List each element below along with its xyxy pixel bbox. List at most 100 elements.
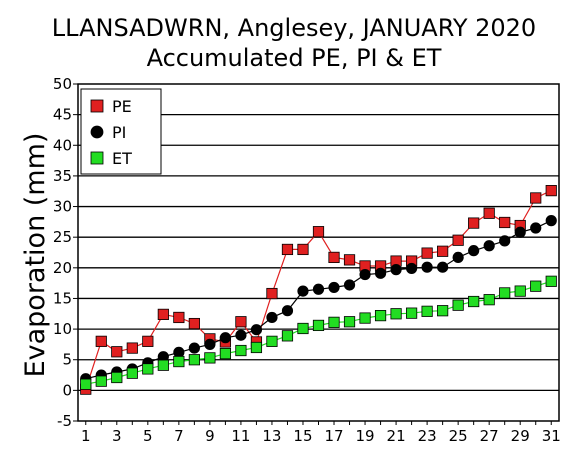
data-point (437, 245, 449, 257)
data-point (204, 338, 216, 351)
data-point (390, 264, 402, 276)
data-point (235, 316, 247, 328)
data-point (437, 261, 449, 273)
data-point (499, 216, 511, 229)
data-point (530, 222, 542, 234)
y-tick-label: 0 (62, 381, 72, 399)
y-tick-label: -5 (57, 412, 72, 430)
data-point (95, 375, 107, 387)
x-tick-label: 19 (356, 427, 375, 445)
data-point (111, 346, 123, 358)
series-et (80, 275, 557, 390)
x-tick-label: 23 (418, 427, 437, 445)
data-point (452, 234, 464, 246)
data-point (235, 344, 247, 357)
data-point (95, 335, 107, 347)
x-tick-label: 29 (511, 427, 530, 445)
x-tick-label: 27 (480, 427, 499, 445)
data-point (126, 342, 138, 354)
x-tick-label: 7 (174, 427, 184, 445)
data-point (499, 287, 511, 299)
data-point (545, 275, 557, 287)
x-tick-label: 17 (324, 427, 343, 445)
y-tick-label: 35 (53, 167, 72, 185)
x-tick-label: 15 (293, 427, 312, 445)
data-point (266, 311, 278, 324)
data-point (266, 335, 278, 347)
y-tick-label: 30 (53, 198, 72, 216)
data-point (499, 235, 511, 247)
y-tick-label: 50 (53, 75, 72, 93)
data-point (312, 319, 325, 332)
y-tick-label: 10 (53, 320, 72, 338)
data-point (514, 226, 526, 238)
data-point (421, 247, 433, 259)
data-point (405, 307, 418, 319)
data-point (390, 308, 402, 320)
x-tick-label: 25 (449, 427, 468, 445)
data-point (204, 352, 216, 364)
data-point (530, 192, 542, 204)
data-point (157, 308, 169, 320)
data-point (452, 251, 464, 264)
data-point (111, 371, 123, 384)
data-point (250, 341, 263, 354)
data-point (297, 285, 309, 297)
data-point (530, 280, 542, 292)
legend-marker (90, 151, 104, 165)
legend-label: ET (112, 149, 132, 168)
data-point (297, 243, 309, 256)
data-point (359, 312, 371, 324)
y-axis-label: Evaporation (mm) (20, 133, 51, 378)
series-line-pi (85, 220, 552, 380)
data-point (188, 342, 200, 354)
data-point (343, 279, 356, 291)
data-point (188, 354, 200, 366)
data-point (437, 305, 449, 317)
data-point (266, 287, 278, 300)
data-point (343, 254, 356, 266)
series-line-et (85, 280, 552, 385)
legend: PE PI ET (80, 88, 162, 175)
data-point (328, 251, 340, 264)
series-layer (80, 185, 557, 395)
data-point (281, 330, 294, 342)
data-point (421, 261, 433, 273)
x-tick-label: 5 (143, 427, 153, 445)
data-point (281, 243, 294, 256)
y-tick-label: 15 (53, 289, 72, 307)
series-pi (80, 215, 557, 385)
data-point (421, 305, 433, 317)
x-tick-label: 3 (112, 427, 122, 445)
chart-title: LLANSADWRN, Anglesey, JANUARY 2020 (52, 14, 536, 42)
data-point (126, 367, 138, 379)
data-point (157, 359, 169, 371)
data-point (328, 281, 340, 294)
data-point (173, 355, 185, 368)
data-point (281, 305, 294, 317)
data-point (374, 267, 387, 279)
data-point (545, 185, 557, 197)
legend-label: PE (112, 97, 132, 116)
data-point (483, 294, 495, 306)
data-point (343, 316, 356, 328)
data-point (173, 311, 185, 324)
data-point (80, 378, 92, 390)
data-point (219, 332, 232, 344)
data-point (359, 268, 371, 281)
data-point (188, 317, 200, 330)
data-point (468, 295, 480, 308)
data-point (250, 324, 263, 336)
data-point (297, 322, 309, 335)
data-point (514, 285, 526, 297)
y-tick-label: 20 (53, 259, 72, 277)
data-point (312, 283, 325, 295)
data-point (545, 215, 557, 227)
data-point (142, 335, 154, 347)
x-tick-label: 21 (387, 427, 406, 445)
data-point (235, 329, 247, 341)
data-point (468, 245, 480, 257)
legend-marker (90, 99, 104, 113)
y-tick-label: 5 (62, 351, 72, 369)
